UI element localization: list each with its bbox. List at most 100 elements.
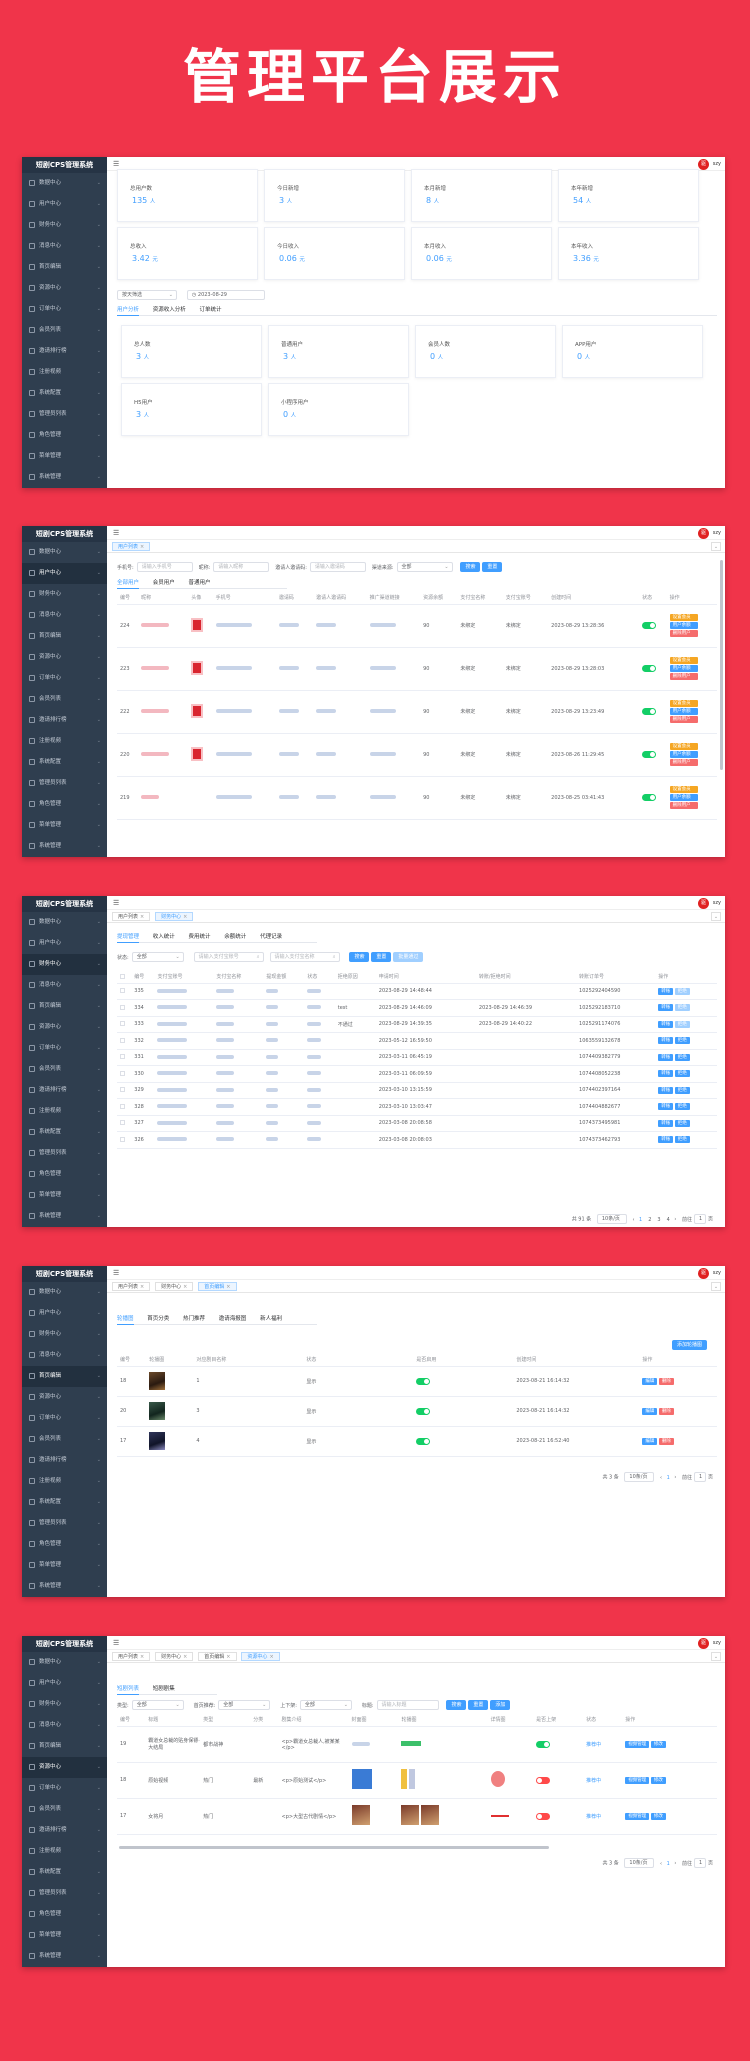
search-button[interactable]: 搜索 bbox=[446, 1700, 467, 1710]
page-size-select[interactable]: 10条/页 bbox=[596, 1214, 627, 1224]
tab-user-analysis[interactable]: 用户分析 bbox=[117, 305, 140, 316]
sidebar-item[interactable]: 用户中心 ⌄ bbox=[22, 1303, 107, 1324]
tab-home-edit[interactable]: 首页编辑 × bbox=[198, 1652, 237, 1661]
enable-toggle[interactable] bbox=[416, 1437, 431, 1445]
sidebar-item[interactable]: 系统管理 ⌄ bbox=[22, 1576, 107, 1597]
username[interactable]: szy bbox=[712, 161, 721, 167]
shelf-toggle[interactable] bbox=[536, 1812, 551, 1820]
invite-code-input[interactable]: 请输入邀请码 bbox=[309, 562, 366, 572]
sidebar-item[interactable]: 邀请排行榜 ⌄ bbox=[22, 1820, 107, 1841]
sidebar-item[interactable]: 财务中心 ⌄ bbox=[22, 584, 107, 605]
next-page[interactable]: › bbox=[674, 1216, 677, 1223]
status-toggle[interactable] bbox=[642, 794, 657, 801]
sidebar-item[interactable]: 数据中心 ⌄ bbox=[22, 542, 107, 563]
sidebar-item[interactable]: 管理员列表 ⌄ bbox=[22, 404, 107, 425]
tab-home-edit[interactable]: 首页编辑 × bbox=[198, 1282, 237, 1291]
sidebar-item[interactable]: 邀请排行榜 ⌄ bbox=[22, 341, 107, 362]
row-checkbox[interactable] bbox=[120, 988, 125, 994]
sidebar-item[interactable]: 用户中心 ⌄ bbox=[22, 1673, 107, 1694]
tab-finance[interactable]: 财务中心 × bbox=[155, 1282, 194, 1291]
horizontal-scrollbar[interactable] bbox=[119, 1846, 549, 1849]
page-size-select[interactable]: 10条/页 bbox=[624, 1472, 655, 1482]
sidebar-item[interactable]: 菜单管理 ⌄ bbox=[22, 815, 107, 836]
row-checkbox[interactable] bbox=[120, 1021, 125, 1027]
sidebar-item[interactable]: 数据中心 ⌄ bbox=[22, 173, 107, 194]
sidebar-item[interactable]: 会员列表 ⌄ bbox=[22, 1429, 107, 1450]
sidebar-item[interactable]: 会员列表 ⌄ bbox=[22, 1059, 107, 1080]
sidebar-item[interactable]: 管理员列表 ⌄ bbox=[22, 773, 107, 794]
sidebar-item[interactable]: 系统配置 ⌄ bbox=[22, 1492, 107, 1513]
sidebar-item[interactable]: 系统管理 ⌄ bbox=[22, 836, 107, 857]
row-checkbox[interactable] bbox=[120, 1070, 125, 1076]
username[interactable]: szy bbox=[712, 900, 721, 906]
sidebar-item[interactable]: 注册视频 ⌄ bbox=[22, 1101, 107, 1122]
sidebar-item[interactable]: 会员列表 ⌄ bbox=[22, 320, 107, 341]
sidebar-item[interactable]: 订单中心 ⌄ bbox=[22, 1408, 107, 1429]
username[interactable]: szy bbox=[712, 530, 721, 536]
sidebar-item[interactable]: 管理员列表 ⌄ bbox=[22, 1143, 107, 1164]
recommend-select[interactable]: 全部 ⌄ bbox=[218, 1700, 271, 1710]
next-page[interactable]: › bbox=[674, 1474, 677, 1481]
sidebar-item[interactable]: 用户中心 ⌄ bbox=[22, 563, 107, 584]
sidebar-item[interactable]: 首页编辑 ⌄ bbox=[22, 257, 107, 278]
sidebar-item[interactable]: 订单中心 ⌄ bbox=[22, 299, 107, 320]
sidebar-item[interactable]: 系统管理 ⌄ bbox=[22, 1206, 107, 1227]
sidebar-item[interactable]: 菜单管理 ⌄ bbox=[22, 1555, 107, 1576]
status-select[interactable]: 全部 ⌄ bbox=[131, 952, 184, 962]
reset-button[interactable]: 重置 bbox=[468, 1700, 489, 1710]
sidebar-item[interactable]: 邀请排行榜 ⌄ bbox=[22, 1080, 107, 1101]
row-checkbox[interactable] bbox=[120, 1120, 125, 1126]
sidebar-item[interactable]: 首页编辑 ⌄ bbox=[22, 1366, 107, 1387]
tab-user-list[interactable]: 用户列表 × bbox=[112, 912, 151, 921]
sidebar-item[interactable]: 首页编辑 ⌄ bbox=[22, 996, 107, 1017]
sidebar-item[interactable]: 注册视频 ⌄ bbox=[22, 362, 107, 383]
scrollbar[interactable] bbox=[720, 560, 723, 770]
tab-finance[interactable]: 财务中心 × bbox=[155, 1652, 194, 1661]
select-all-checkbox[interactable] bbox=[120, 973, 125, 979]
page-jump-input[interactable]: 1 bbox=[693, 1214, 706, 1224]
shelf-toggle[interactable] bbox=[536, 1776, 551, 1784]
sidebar-item[interactable]: 资源中心 ⌄ bbox=[22, 1017, 107, 1038]
sidebar-item[interactable]: 邀请排行榜 ⌄ bbox=[22, 1450, 107, 1471]
row-checkbox[interactable] bbox=[120, 1054, 125, 1060]
username[interactable]: szy bbox=[712, 1640, 721, 1646]
phone-input[interactable]: 请输入手机号 bbox=[136, 562, 193, 572]
hamburger-icon[interactable]: ☰ bbox=[113, 899, 120, 907]
sidebar-item[interactable]: 角色管理 ⌄ bbox=[22, 1534, 107, 1555]
sidebar-item[interactable]: 用户中心 ⌄ bbox=[22, 933, 107, 954]
sidebar-item[interactable]: 注册视频 ⌄ bbox=[22, 1471, 107, 1492]
chevron-down-icon[interactable]: ⌄ bbox=[711, 912, 721, 921]
sidebar-item[interactable]: 财务中心 ⌄ bbox=[22, 1324, 107, 1345]
search-button[interactable]: 搜索 bbox=[349, 952, 370, 962]
sidebar-item[interactable]: 消息中心 ⌄ bbox=[22, 236, 107, 257]
sidebar-item[interactable]: 管理员列表 ⌄ bbox=[22, 1513, 107, 1534]
status-toggle[interactable] bbox=[642, 708, 657, 715]
sidebar-item[interactable]: 会员列表 ⌄ bbox=[22, 1799, 107, 1820]
sidebar-item[interactable]: 菜单管理 ⌄ bbox=[22, 446, 107, 467]
tab-finance[interactable]: 财务中心 × bbox=[155, 912, 194, 921]
sidebar-item[interactable]: 财务中心 ⌄ bbox=[22, 1694, 107, 1715]
tab-resource-income[interactable]: 资源收入分析 bbox=[152, 307, 186, 313]
avatar[interactable]: 驱 bbox=[698, 1268, 709, 1279]
sidebar-item[interactable]: 订单中心 ⌄ bbox=[22, 1038, 107, 1059]
tab-user-list[interactable]: 用户列表 × bbox=[112, 1652, 151, 1661]
sidebar-item[interactable]: 消息中心 ⌄ bbox=[22, 975, 107, 996]
avatar[interactable]: 驱 bbox=[698, 898, 709, 909]
chevron-down-icon[interactable]: ⌄ bbox=[711, 1652, 721, 1661]
alipay-name-input[interactable]: 请输入支付宝名称 ⌕ bbox=[269, 952, 340, 962]
row-checkbox[interactable] bbox=[120, 1103, 125, 1109]
sidebar-item[interactable]: 财务中心 ⌄ bbox=[22, 215, 107, 236]
prev-page[interactable]: ‹ bbox=[660, 1474, 662, 1481]
hamburger-icon[interactable]: ☰ bbox=[113, 529, 120, 537]
next-page[interactable]: › bbox=[674, 1860, 677, 1867]
row-checkbox[interactable] bbox=[120, 1087, 125, 1093]
sidebar-item[interactable]: 系统配置 ⌄ bbox=[22, 752, 107, 773]
row-checkbox[interactable] bbox=[120, 1004, 125, 1010]
sidebar-item[interactable]: 会员列表 ⌄ bbox=[22, 689, 107, 710]
sidebar-item[interactable]: 系统配置 ⌄ bbox=[22, 383, 107, 404]
hamburger-icon[interactable]: ☰ bbox=[113, 1269, 120, 1277]
username[interactable]: szy bbox=[712, 1270, 721, 1276]
sidebar-item[interactable]: 系统管理 ⌄ bbox=[22, 1946, 107, 1967]
sidebar-item[interactable]: 资源中心 ⌄ bbox=[22, 278, 107, 299]
sidebar-item[interactable]: 首页编辑 ⌄ bbox=[22, 1736, 107, 1757]
